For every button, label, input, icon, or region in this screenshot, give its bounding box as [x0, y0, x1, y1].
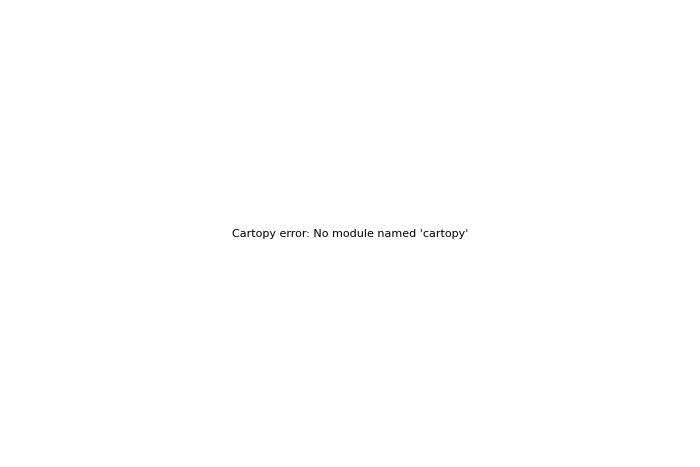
Text: Cartopy error: No module named 'cartopy': Cartopy error: No module named 'cartopy': [232, 229, 468, 239]
